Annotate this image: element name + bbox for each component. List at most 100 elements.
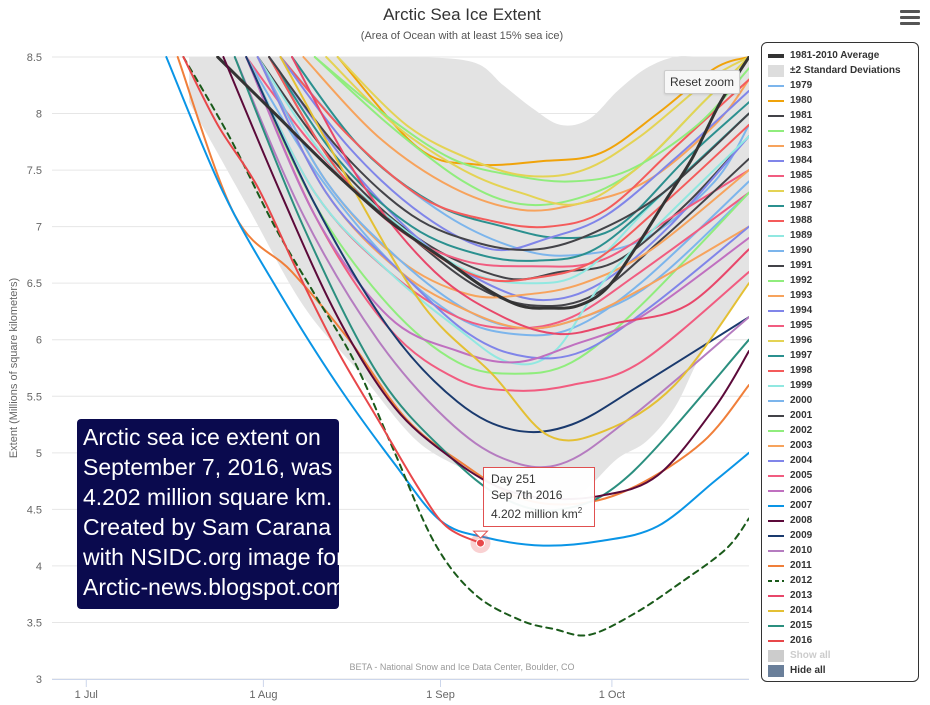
legend-label: 1998: [790, 365, 813, 376]
y-tick-label: 4: [36, 561, 42, 573]
tooltip-day: Day 251: [491, 472, 536, 486]
legend-item-2004[interactable]: 2004: [768, 453, 912, 468]
legend-swatch: [768, 609, 784, 612]
legend-item-1984[interactable]: 1984: [768, 153, 912, 168]
legend-label: 2000: [790, 395, 813, 406]
y-tick-label: 8: [36, 109, 42, 121]
menu-bar: [900, 22, 920, 25]
legend-swatch: [768, 64, 784, 77]
tooltip-value-line: 4.202 million km2: [491, 503, 587, 522]
legend-item-show-all[interactable]: Show all: [768, 648, 912, 663]
legend-label: 2003: [790, 440, 813, 451]
legend-item-1980[interactable]: 1980: [768, 93, 912, 108]
legend-item-2009[interactable]: 2009: [768, 528, 912, 543]
legend-item-1991[interactable]: 1991: [768, 258, 912, 273]
legend-item-1993[interactable]: 1993: [768, 288, 912, 303]
legend-swatch: [768, 53, 784, 58]
legend-label: 1999: [790, 380, 813, 391]
legend-item-2003[interactable]: 2003: [768, 438, 912, 453]
tooltip-date: Sep 7th 2016: [491, 488, 563, 502]
menu-bar: [900, 16, 920, 19]
legend-item-1998[interactable]: 1998: [768, 363, 912, 378]
legend-item-2014[interactable]: 2014: [768, 603, 912, 618]
legend-swatch: [768, 114, 784, 117]
annotation-line: Created by Sam Carana: [83, 514, 332, 540]
legend-item-1995[interactable]: 1995: [768, 318, 912, 333]
legend-swatch: [768, 354, 784, 357]
series-line-2009: [245, 56, 749, 434]
legend-item-2002[interactable]: 2002: [768, 423, 912, 438]
legend-item-1979[interactable]: 1979: [768, 78, 912, 93]
legend-label: 2016: [790, 635, 813, 646]
legend-swatch: [768, 159, 784, 162]
legend-item-2012[interactable]: 2012: [768, 573, 912, 588]
legend-item-1982[interactable]: 1982: [768, 123, 912, 138]
legend-swatch: [768, 279, 784, 282]
legend-item-2001[interactable]: 2001: [768, 408, 912, 423]
legend-item-2008[interactable]: 2008: [768, 513, 912, 528]
legend-item-2005[interactable]: 2005: [768, 468, 912, 483]
legend-item-1981[interactable]: 1981: [768, 108, 912, 123]
y-tick-label: 5: [36, 448, 42, 460]
legend-item-1994[interactable]: 1994: [768, 303, 912, 318]
legend-swatch: [768, 219, 784, 222]
legend-label: 1990: [790, 245, 813, 256]
legend-item-1996[interactable]: 1996: [768, 333, 912, 348]
legend-item-2013[interactable]: 2013: [768, 588, 912, 603]
legend-item-1983[interactable]: 1983: [768, 138, 912, 153]
legend-label: 1993: [790, 290, 813, 301]
legend-swatch: [768, 384, 784, 387]
legend-swatch: [768, 339, 784, 342]
y-tick-label: 5.5: [27, 391, 42, 403]
series-line-2004: [256, 56, 749, 360]
series-line-1981: [256, 56, 749, 281]
legend-item-hide-all[interactable]: Hide all: [768, 663, 912, 678]
legend-swatch: [768, 264, 784, 267]
legend-swatch: [768, 534, 784, 537]
legend-item-1988[interactable]: 1988: [768, 213, 912, 228]
legend-item-1992[interactable]: 1992: [768, 273, 912, 288]
legend-label: 2012: [790, 575, 813, 586]
legend-item-1999[interactable]: 1999: [768, 378, 912, 393]
legend-label: 1980: [790, 95, 813, 106]
legend-item-1981-2010-average[interactable]: 1981-2010 Average: [768, 48, 912, 63]
legend-item-2011[interactable]: 2011: [768, 558, 912, 573]
legend-item-1987[interactable]: 1987: [768, 198, 912, 213]
tooltip-value: 4.202 million km: [491, 507, 578, 521]
legend-swatch: [768, 549, 784, 552]
series-line-2013: [291, 56, 749, 336]
y-tick-label: 7.5: [27, 165, 42, 177]
series-line-1992: [313, 56, 749, 183]
highlight-point: [475, 538, 485, 548]
legend-item-2007[interactable]: 2007: [768, 498, 912, 513]
legend-label: 1992: [790, 275, 813, 286]
legend-label: 1985: [790, 170, 813, 181]
legend-item-1985[interactable]: 1985: [768, 168, 912, 183]
legend-item-1989[interactable]: 1989: [768, 228, 912, 243]
legend-item-2016[interactable]: 2016: [768, 633, 912, 648]
legend-label: 2008: [790, 515, 813, 526]
std-dev-band: [189, 56, 749, 514]
legend-item-2-standard-deviations[interactable]: ±2 Standard Deviations: [768, 63, 912, 78]
legend-item-2015[interactable]: 2015: [768, 618, 912, 633]
legend-item-1997[interactable]: 1997: [768, 348, 912, 363]
legend-item-2006[interactable]: 2006: [768, 483, 912, 498]
legend-label: 2007: [790, 500, 813, 511]
legend-item-1990[interactable]: 1990: [768, 243, 912, 258]
legend-swatch: [768, 204, 784, 207]
legend-item-1986[interactable]: 1986: [768, 183, 912, 198]
hamburger-menu-icon[interactable]: [900, 10, 920, 26]
x-tick-label: 1 Sep: [426, 689, 455, 701]
annotation-line: Arctic-news.blogspot.com: [83, 574, 346, 600]
chart-title: Arctic Sea Ice Extent: [383, 5, 541, 24]
reset-zoom-button[interactable]: Reset zoom: [664, 70, 740, 94]
legend-item-2000[interactable]: 2000: [768, 393, 912, 408]
legend-label: 1997: [790, 350, 813, 361]
legend-swatch-box: [768, 649, 784, 662]
chart-legend: 1981-2010 Average ±2 Standard Deviations 1…: [761, 42, 919, 682]
legend-label: 1989: [790, 230, 813, 241]
legend-item-2010[interactable]: 2010: [768, 543, 912, 558]
legend-label: 1988: [790, 215, 813, 226]
legend-label: 1986: [790, 185, 813, 196]
series-line-1984: [268, 56, 749, 302]
